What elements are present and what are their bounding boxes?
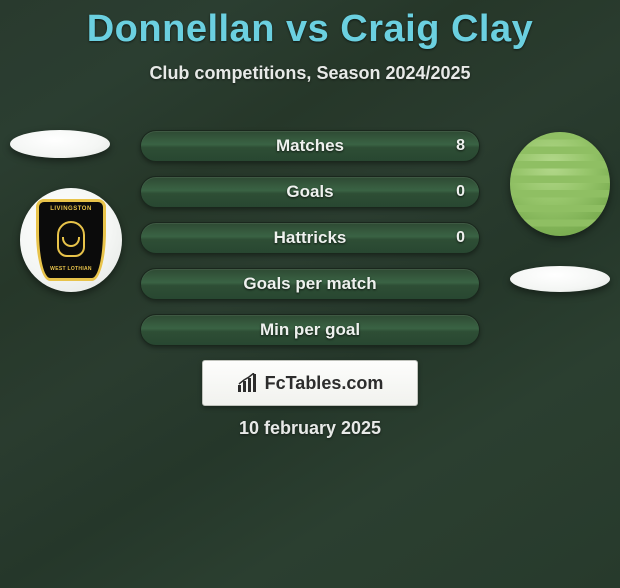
stat-bars: Matches 8 Goals 0 Hattricks 0 Goals per … bbox=[140, 130, 480, 360]
stat-bar-hattricks: Hattricks 0 bbox=[140, 222, 480, 254]
stat-right-value: 8 bbox=[456, 137, 465, 155]
stat-label: Goals per match bbox=[243, 274, 376, 294]
stat-label: Min per goal bbox=[260, 320, 360, 340]
brand-box[interactable]: FcTables.com bbox=[202, 360, 418, 406]
stat-right-value: 0 bbox=[456, 229, 465, 247]
player-left-placeholder-small bbox=[10, 130, 110, 158]
subtitle: Club competitions, Season 2024/2025 bbox=[0, 63, 620, 84]
player-right-pitch-avatar bbox=[510, 132, 610, 236]
date-text: 10 february 2025 bbox=[0, 418, 620, 439]
stat-bar-goals: Goals 0 bbox=[140, 176, 480, 208]
stat-bar-goals-per-match: Goals per match bbox=[140, 268, 480, 300]
stat-label: Hattricks bbox=[274, 228, 347, 248]
crest-shield: LIVINGSTON WEST LOTHIAN bbox=[36, 199, 106, 281]
player-right-placeholder-small bbox=[510, 266, 610, 292]
club-crest-left: LIVINGSTON WEST LOTHIAN bbox=[20, 188, 122, 292]
stat-bar-matches: Matches 8 bbox=[140, 130, 480, 162]
crest-top-text: LIVINGSTON bbox=[50, 206, 92, 212]
crest-bottom-text: WEST LOTHIAN bbox=[50, 266, 92, 272]
stat-bar-min-per-goal: Min per goal bbox=[140, 314, 480, 346]
page-title: Donnellan vs Craig Clay bbox=[0, 8, 620, 51]
brand-text: FcTables.com bbox=[265, 373, 384, 394]
stat-label: Goals bbox=[286, 182, 333, 202]
stat-label: Matches bbox=[276, 136, 344, 156]
bar-chart-icon bbox=[237, 373, 259, 393]
stat-right-value: 0 bbox=[456, 183, 465, 201]
crest-horseshoe bbox=[57, 221, 85, 257]
